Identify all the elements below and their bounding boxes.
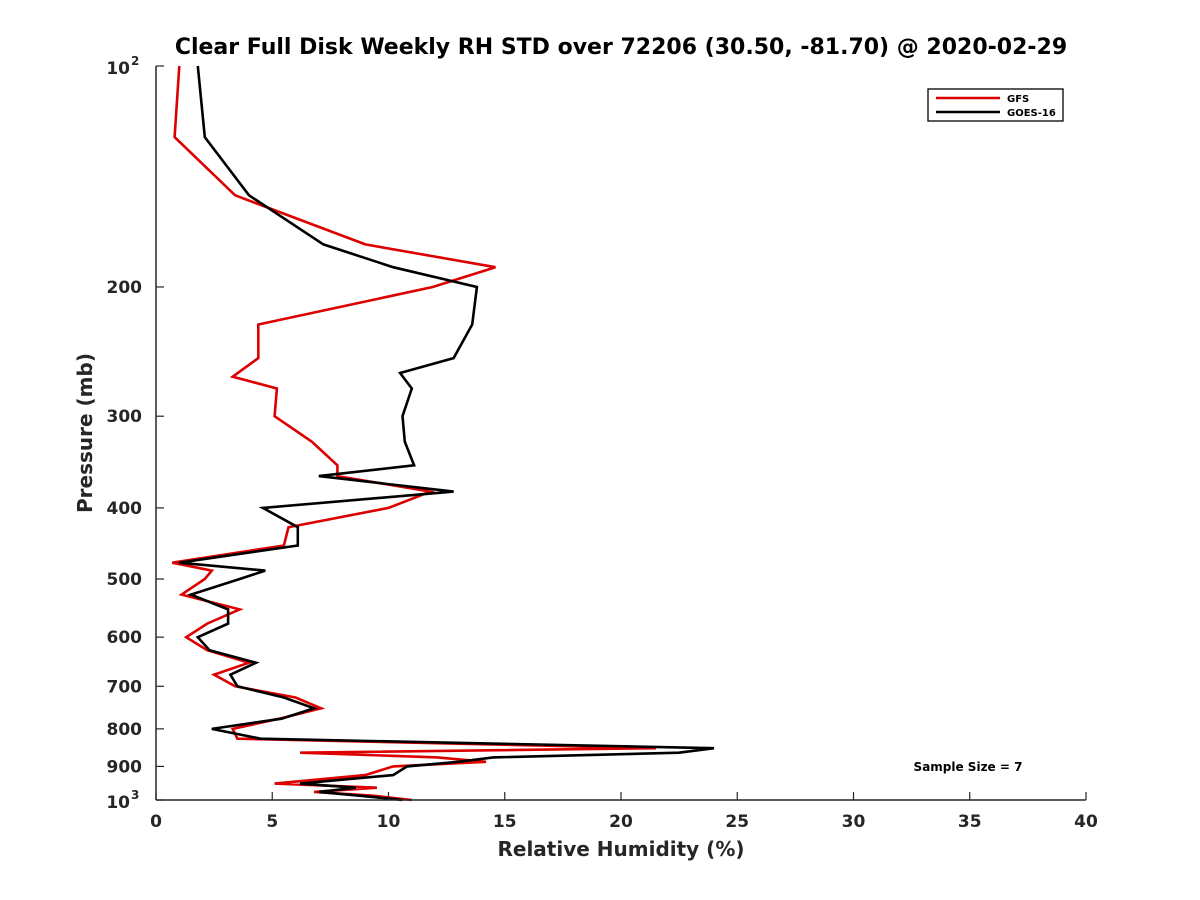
x-tick-label: 0 xyxy=(150,812,162,832)
legend-label: GOES-16 xyxy=(1007,108,1056,119)
x-tick-label: 15 xyxy=(493,812,517,832)
y-tick-label: 500 xyxy=(107,570,143,590)
y-tick-label: 400 xyxy=(107,499,143,519)
y-tick-label: 800 xyxy=(107,720,143,740)
y-tick-label-base: 10 xyxy=(106,793,130,813)
legend-label: GFS xyxy=(1007,94,1029,105)
series-line-goes-16 xyxy=(179,65,715,802)
y-tick-label-exponent: 2 xyxy=(131,54,139,68)
x-axis-label: Relative Humidity (%) xyxy=(497,837,744,861)
y-tick-label: 10 3 xyxy=(106,788,139,813)
legend-box xyxy=(927,88,1064,122)
x-tick-label: 5 xyxy=(266,812,278,832)
y-tick-label: 10 2 xyxy=(106,54,139,79)
y-axis-label: Pressure (mb) xyxy=(73,353,97,513)
series-line-gfs xyxy=(172,65,656,802)
chart-title: Clear Full Disk Weekly RH STD over 72206… xyxy=(175,35,1067,60)
y-tick-label: 600 xyxy=(107,628,143,648)
y-tick-label-exponent: 3 xyxy=(131,788,139,802)
y-tick-label: 200 xyxy=(107,278,143,298)
x-tick-label: 40 xyxy=(1074,812,1098,832)
legend: GFS GOES-16 xyxy=(927,88,1064,122)
x-tick-label: 20 xyxy=(609,812,633,832)
y-tick-label: 700 xyxy=(107,677,143,697)
x-tick-label: 30 xyxy=(842,812,866,832)
y-tick-label-base: 10 xyxy=(106,59,130,79)
x-tick-label: 35 xyxy=(958,812,982,832)
series-layer xyxy=(172,65,715,802)
y-tick-label: 300 xyxy=(107,407,143,427)
x-tick-label: 10 xyxy=(377,812,401,832)
y-tick-label: 900 xyxy=(107,757,143,777)
sample-size-annotation: Sample Size = 7 xyxy=(914,760,1023,774)
x-tick-label: 25 xyxy=(725,812,749,832)
